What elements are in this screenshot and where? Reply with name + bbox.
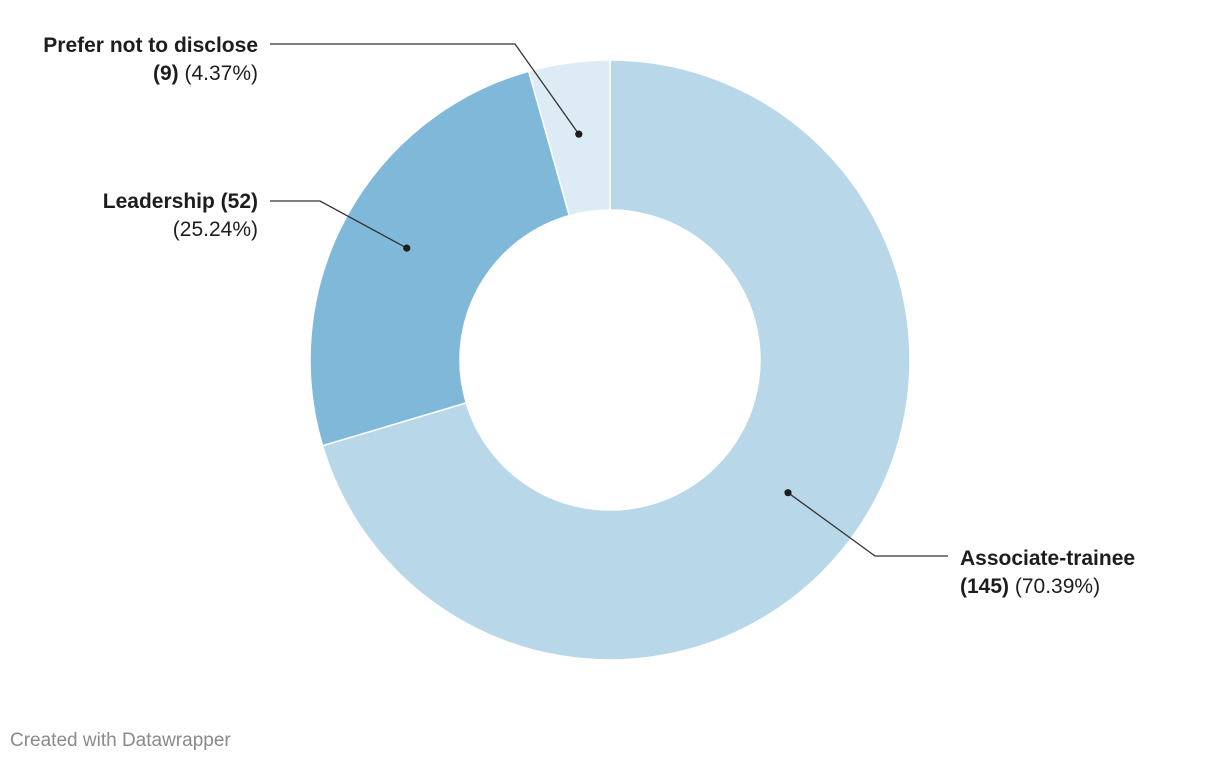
- donut-slices: [309, 59, 911, 661]
- slice-value-prefer-not-to-disclose: (9) (4.37%): [153, 62, 258, 85]
- slice-label-leadership: Leadership (52): [103, 190, 258, 213]
- leader-line: [270, 43, 580, 135]
- leader-dot: [403, 244, 411, 252]
- slice-label-associate-trainee: Associate-trainee: [960, 547, 1135, 570]
- slice-prefer-not-to-disclose[interactable]: [527, 59, 611, 217]
- label-leaders: [270, 43, 948, 557]
- slice-labels: Associate-trainee (145) (70.39%) Leadershi…: [43, 34, 1135, 598]
- slice-label-prefer-not-to-disclose: Prefer not to disclose: [43, 34, 258, 57]
- leader-dot: [575, 130, 583, 138]
- slice-leadership[interactable]: [309, 70, 571, 447]
- slice-associate-trainee[interactable]: [321, 59, 911, 661]
- slice-value-associate-trainee: (145) (70.39%): [960, 575, 1100, 598]
- leader-line: [787, 492, 948, 557]
- slice-value-leadership: (25.24%): [173, 218, 258, 241]
- leader-line: [270, 200, 408, 249]
- credit-text: Created with Datawrapper: [10, 730, 231, 751]
- leader-dot: [784, 489, 792, 497]
